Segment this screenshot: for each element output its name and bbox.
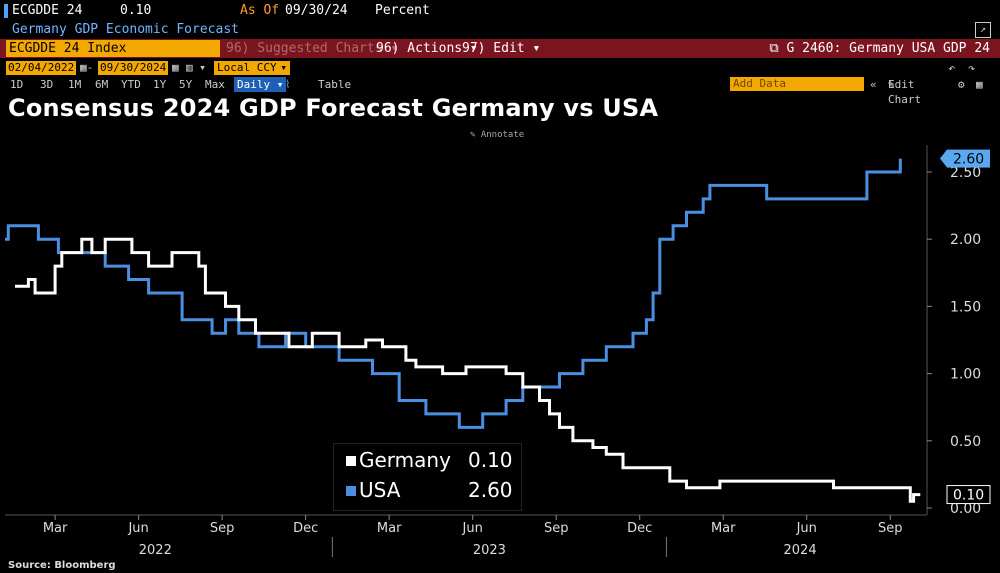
- currency-select[interactable]: Local CCY ▾: [214, 61, 290, 75]
- collapse-icon[interactable]: «: [870, 78, 877, 91]
- frequency-select[interactable]: Daily ▾: [234, 77, 287, 92]
- edit-menu[interactable]: 97) Edit ▾: [462, 41, 541, 56]
- grid-icon[interactable]: ▦: [976, 78, 983, 91]
- ticker-value: 0.10: [120, 3, 152, 18]
- actions-menu[interactable]: 96) Actions ▾: [376, 41, 478, 56]
- usa-line: [5, 158, 902, 429]
- chart-legend: Germany 0.10 USA 2.60: [333, 443, 522, 511]
- usa-last-value-pointer: [940, 149, 947, 168]
- chart-title: Consensus 2024 GDP Forecast Germany vs U…: [8, 94, 659, 122]
- year-label: 2024: [784, 543, 817, 558]
- security-description: Germany GDP Economic Forecast: [12, 22, 239, 37]
- x-tick-label: Mar: [377, 521, 402, 536]
- period-1y[interactable]: 1Y: [153, 78, 167, 91]
- edit-chart-label: Edit Chart: [888, 78, 922, 106]
- suggested-charts-menu[interactable]: 96) Suggested Charts ▾: [226, 41, 399, 56]
- y-tick-label: 1.00: [950, 367, 981, 383]
- source-note: Source: Bloomberg: [8, 560, 116, 571]
- back-icon[interactable]: ↶: [948, 61, 956, 75]
- y-tick-label: 0.00: [950, 501, 981, 517]
- as-of-date: 09/30/24: [285, 3, 348, 18]
- x-tick-label: Jun: [796, 521, 817, 536]
- y-tick-label: 2.00: [950, 232, 981, 248]
- pencil-icon: ✎: [470, 130, 481, 140]
- calendar-icon[interactable]: ▦: [172, 61, 179, 74]
- x-tick-label: Jun: [127, 521, 148, 536]
- annotate-label: Annotate: [480, 130, 525, 140]
- forward-icon[interactable]: ↷: [968, 61, 976, 75]
- external-link-icon: ⧉: [769, 41, 787, 56]
- y-tick-label: 0.50: [950, 434, 981, 450]
- table-button[interactable]: Table: [318, 78, 352, 91]
- x-tick-label: Dec: [293, 521, 318, 536]
- y-tick-label: 1.50: [950, 299, 981, 315]
- x-tick-label: Sep: [878, 521, 903, 536]
- period-1m[interactable]: 1M: [68, 78, 82, 91]
- units-label: Percent: [375, 3, 430, 18]
- legend-label-usa: USA: [359, 478, 401, 502]
- related-chart-link[interactable]: ⧉ G 2460: Germany USA GDP 24: [769, 40, 990, 57]
- period-5y[interactable]: 5Y: [179, 78, 193, 91]
- y-tick-label: 2.50: [950, 165, 981, 181]
- start-date-input[interactable]: 02/04/2022: [6, 61, 76, 75]
- as-of-label: As Of: [240, 3, 280, 18]
- germany-line: [15, 237, 921, 503]
- x-tick-label: Sep: [544, 521, 569, 536]
- legend-label-germany: Germany: [359, 448, 451, 472]
- line-chart-icon[interactable]: ⌇: [285, 78, 291, 91]
- period-ytd[interactable]: YTD: [121, 78, 141, 91]
- command-toolbar: [0, 39, 1000, 58]
- x-tick-label: Mar: [711, 521, 736, 536]
- period-bar: 1D 3D 1M 6M YTD 1Y 5Y Max Daily ▾ ⌇ Tabl…: [0, 77, 1000, 106]
- currency-select-label: Local CCY: [217, 61, 277, 74]
- germany-last-value-label: 0.10: [953, 488, 984, 504]
- end-date-input[interactable]: 09/30/2024: [98, 61, 168, 75]
- usa-last-value-tag: [947, 149, 990, 168]
- chart-type-icon[interactable]: ▥ ▾: [186, 61, 206, 74]
- legend-swatch-usa: [346, 486, 356, 496]
- chevron-down-icon: ▾: [280, 61, 287, 74]
- calendar-icon[interactable]: ▦-: [80, 61, 94, 74]
- ticker-label[interactable]: ECGDDE 24: [12, 3, 83, 18]
- x-tick-label: Sep: [210, 521, 235, 536]
- period-3d[interactable]: 3D: [40, 78, 54, 91]
- year-label: 2022: [139, 543, 172, 558]
- legend-value-usa: 2.60: [468, 478, 513, 502]
- series-color-marker: [4, 4, 8, 18]
- legend-value-germany: 0.10: [468, 448, 513, 472]
- security-input[interactable]: ECGDDE 24 Index: [6, 40, 220, 57]
- year-label: 2023: [473, 543, 506, 558]
- pencil-icon: ✎: [888, 78, 895, 91]
- related-chart-label: G 2460: Germany USA GDP 24: [786, 41, 991, 56]
- x-tick-label: Jun: [462, 521, 483, 536]
- usa-last-value-label: 2.60: [953, 152, 984, 168]
- x-tick-label: Mar: [43, 521, 68, 536]
- popout-icon[interactable]: ↗: [975, 22, 991, 38]
- period-6m[interactable]: 6M: [95, 78, 109, 91]
- period-1d[interactable]: 1D: [10, 78, 24, 91]
- period-max[interactable]: Max: [205, 78, 225, 91]
- security-header: ECGDDE 24 0.10 As Of 09/30/24 Percent: [0, 0, 1000, 22]
- legend-swatch-germany: [346, 456, 356, 466]
- gear-icon[interactable]: ⚙: [958, 78, 965, 91]
- annotate-button[interactable]: ✎ Annotate: [470, 130, 524, 140]
- germany-last-value-tag: [946, 485, 991, 505]
- add-data-input[interactable]: Add Data: [730, 77, 864, 91]
- x-tick-label: Dec: [627, 521, 652, 536]
